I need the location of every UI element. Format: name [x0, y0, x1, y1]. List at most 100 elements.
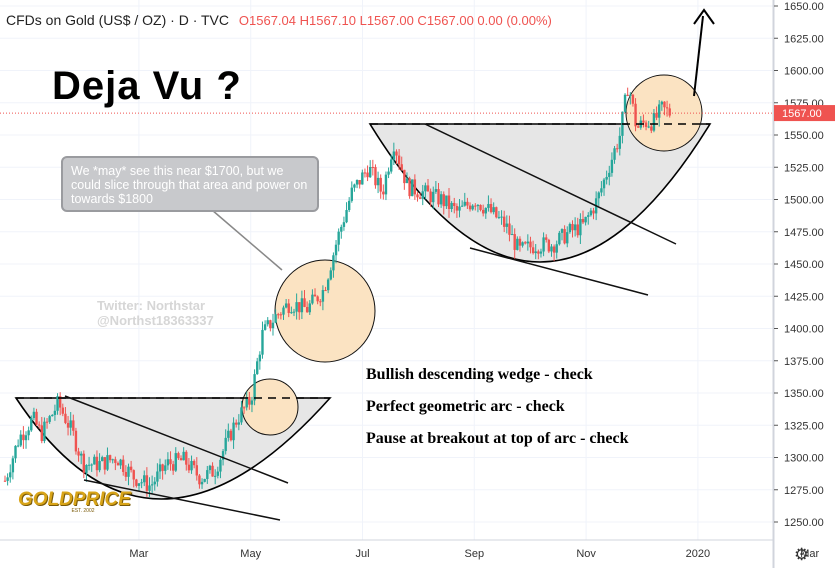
candle-body [232, 422, 235, 441]
candle-body [487, 204, 490, 208]
candle-body [387, 171, 390, 175]
candle-body [345, 210, 348, 223]
gear-icon[interactable]: ⚙ [794, 545, 810, 564]
candle-body [114, 459, 117, 463]
candle-body [416, 194, 419, 198]
candle-body [516, 238, 519, 250]
candle-body [550, 246, 553, 252]
candle-body [319, 301, 322, 303]
candle-body [135, 479, 138, 486]
candle-body [568, 224, 572, 233]
candle-body [552, 246, 556, 253]
candle-body [426, 185, 430, 192]
candle-body [221, 451, 225, 460]
candle-body [545, 237, 548, 240]
candle-body [271, 322, 275, 329]
candle-body [174, 453, 177, 471]
candle-body [284, 303, 288, 308]
candle-body [19, 434, 22, 446]
candle-body [379, 177, 382, 192]
candle-body [411, 179, 414, 197]
goldprice-logo: GOLDPRICE EST. 2002 [18, 489, 148, 515]
candle-body [390, 159, 393, 172]
candle-body [303, 298, 306, 307]
candle-body [458, 206, 461, 211]
candle-body [311, 294, 314, 304]
candle-body [445, 195, 448, 207]
candle-body [650, 126, 653, 131]
candle-body [263, 324, 267, 330]
candle-body [190, 460, 193, 471]
candle-body [450, 202, 453, 209]
candle-body [576, 224, 579, 236]
candle-body [347, 200, 351, 211]
candle-body [116, 462, 120, 466]
candle-body [90, 464, 93, 466]
x-tick-label: Mar [129, 548, 148, 560]
candle-body [282, 307, 285, 315]
candle-body [629, 94, 632, 96]
candle-body [77, 451, 80, 456]
candle-body [237, 422, 241, 425]
candle-body [132, 470, 135, 480]
candle-body [634, 103, 637, 127]
candle-body [245, 396, 248, 408]
last-price-label: 1567.00 [782, 108, 822, 120]
candle-body [358, 179, 361, 185]
candle-body [287, 303, 290, 313]
candle-body [573, 224, 577, 231]
y-tick-label: 1250.00 [784, 517, 824, 529]
candle-body [316, 296, 319, 302]
candle-body [58, 396, 62, 408]
candle-body [526, 241, 530, 244]
candle-body [66, 422, 70, 428]
candle-body [442, 194, 445, 207]
candle-body [308, 303, 311, 313]
candle-body [185, 451, 188, 465]
candle-body [74, 430, 78, 452]
candle-body [647, 126, 650, 128]
candle-body [471, 205, 474, 210]
note-arc: Perfect geometric arc - check [366, 398, 565, 415]
candle-body [30, 418, 33, 431]
x-tick-label: 2020 [686, 548, 710, 560]
candle-body [510, 234, 514, 236]
candle-body [156, 471, 159, 482]
candle-body [277, 314, 280, 316]
candle-body [224, 437, 227, 452]
y-tick-label: 1500.00 [784, 195, 824, 207]
candle-body [11, 458, 15, 473]
candle-body [211, 465, 214, 477]
symbol-title: CFDs on Gold (US$ / OZ) · D · TVC [6, 12, 229, 28]
mid-circle [274, 259, 376, 363]
candle-body [179, 458, 183, 461]
candle-body [610, 159, 614, 173]
symbol-header: CFDs on Gold (US$ / OZ) · D · TVC O1567.… [6, 12, 552, 28]
candle-body [600, 188, 603, 193]
candle-body [266, 320, 269, 325]
candle-body [368, 167, 372, 178]
x-tick-label: Sep [465, 548, 485, 560]
candle-body [229, 430, 233, 441]
candle-body [589, 210, 593, 216]
candle-body [6, 477, 9, 481]
right-wedge-top [424, 123, 677, 245]
candle-body [127, 466, 130, 477]
candle-body [242, 407, 246, 409]
candle-body [166, 459, 170, 466]
candle-body [371, 167, 375, 169]
candle-body [584, 216, 587, 223]
candle-body [53, 410, 57, 415]
candle-body [292, 311, 296, 313]
candle-body [195, 465, 198, 476]
candle-body [342, 222, 346, 227]
candle-body [332, 255, 335, 271]
note-breakout: Pause at breakout at top of arc - check [366, 430, 629, 447]
candle-body [35, 411, 38, 425]
candle-body [119, 459, 122, 466]
headline: Deja Vu ? [52, 64, 242, 108]
candle-body [216, 471, 220, 476]
y-tick-label: 1600.00 [784, 66, 824, 78]
candle-body [581, 218, 585, 223]
